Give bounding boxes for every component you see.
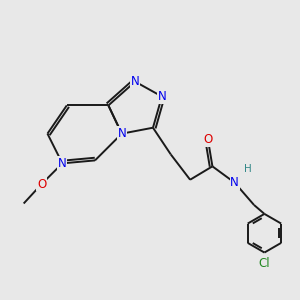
Text: N: N [230, 176, 239, 189]
Text: O: O [203, 133, 213, 146]
Text: N: N [117, 127, 126, 140]
Text: N: N [58, 157, 67, 170]
Text: O: O [37, 178, 46, 191]
Text: Cl: Cl [259, 257, 270, 270]
Text: N: N [158, 90, 166, 103]
Text: H: H [244, 164, 252, 174]
Text: N: N [131, 75, 140, 88]
